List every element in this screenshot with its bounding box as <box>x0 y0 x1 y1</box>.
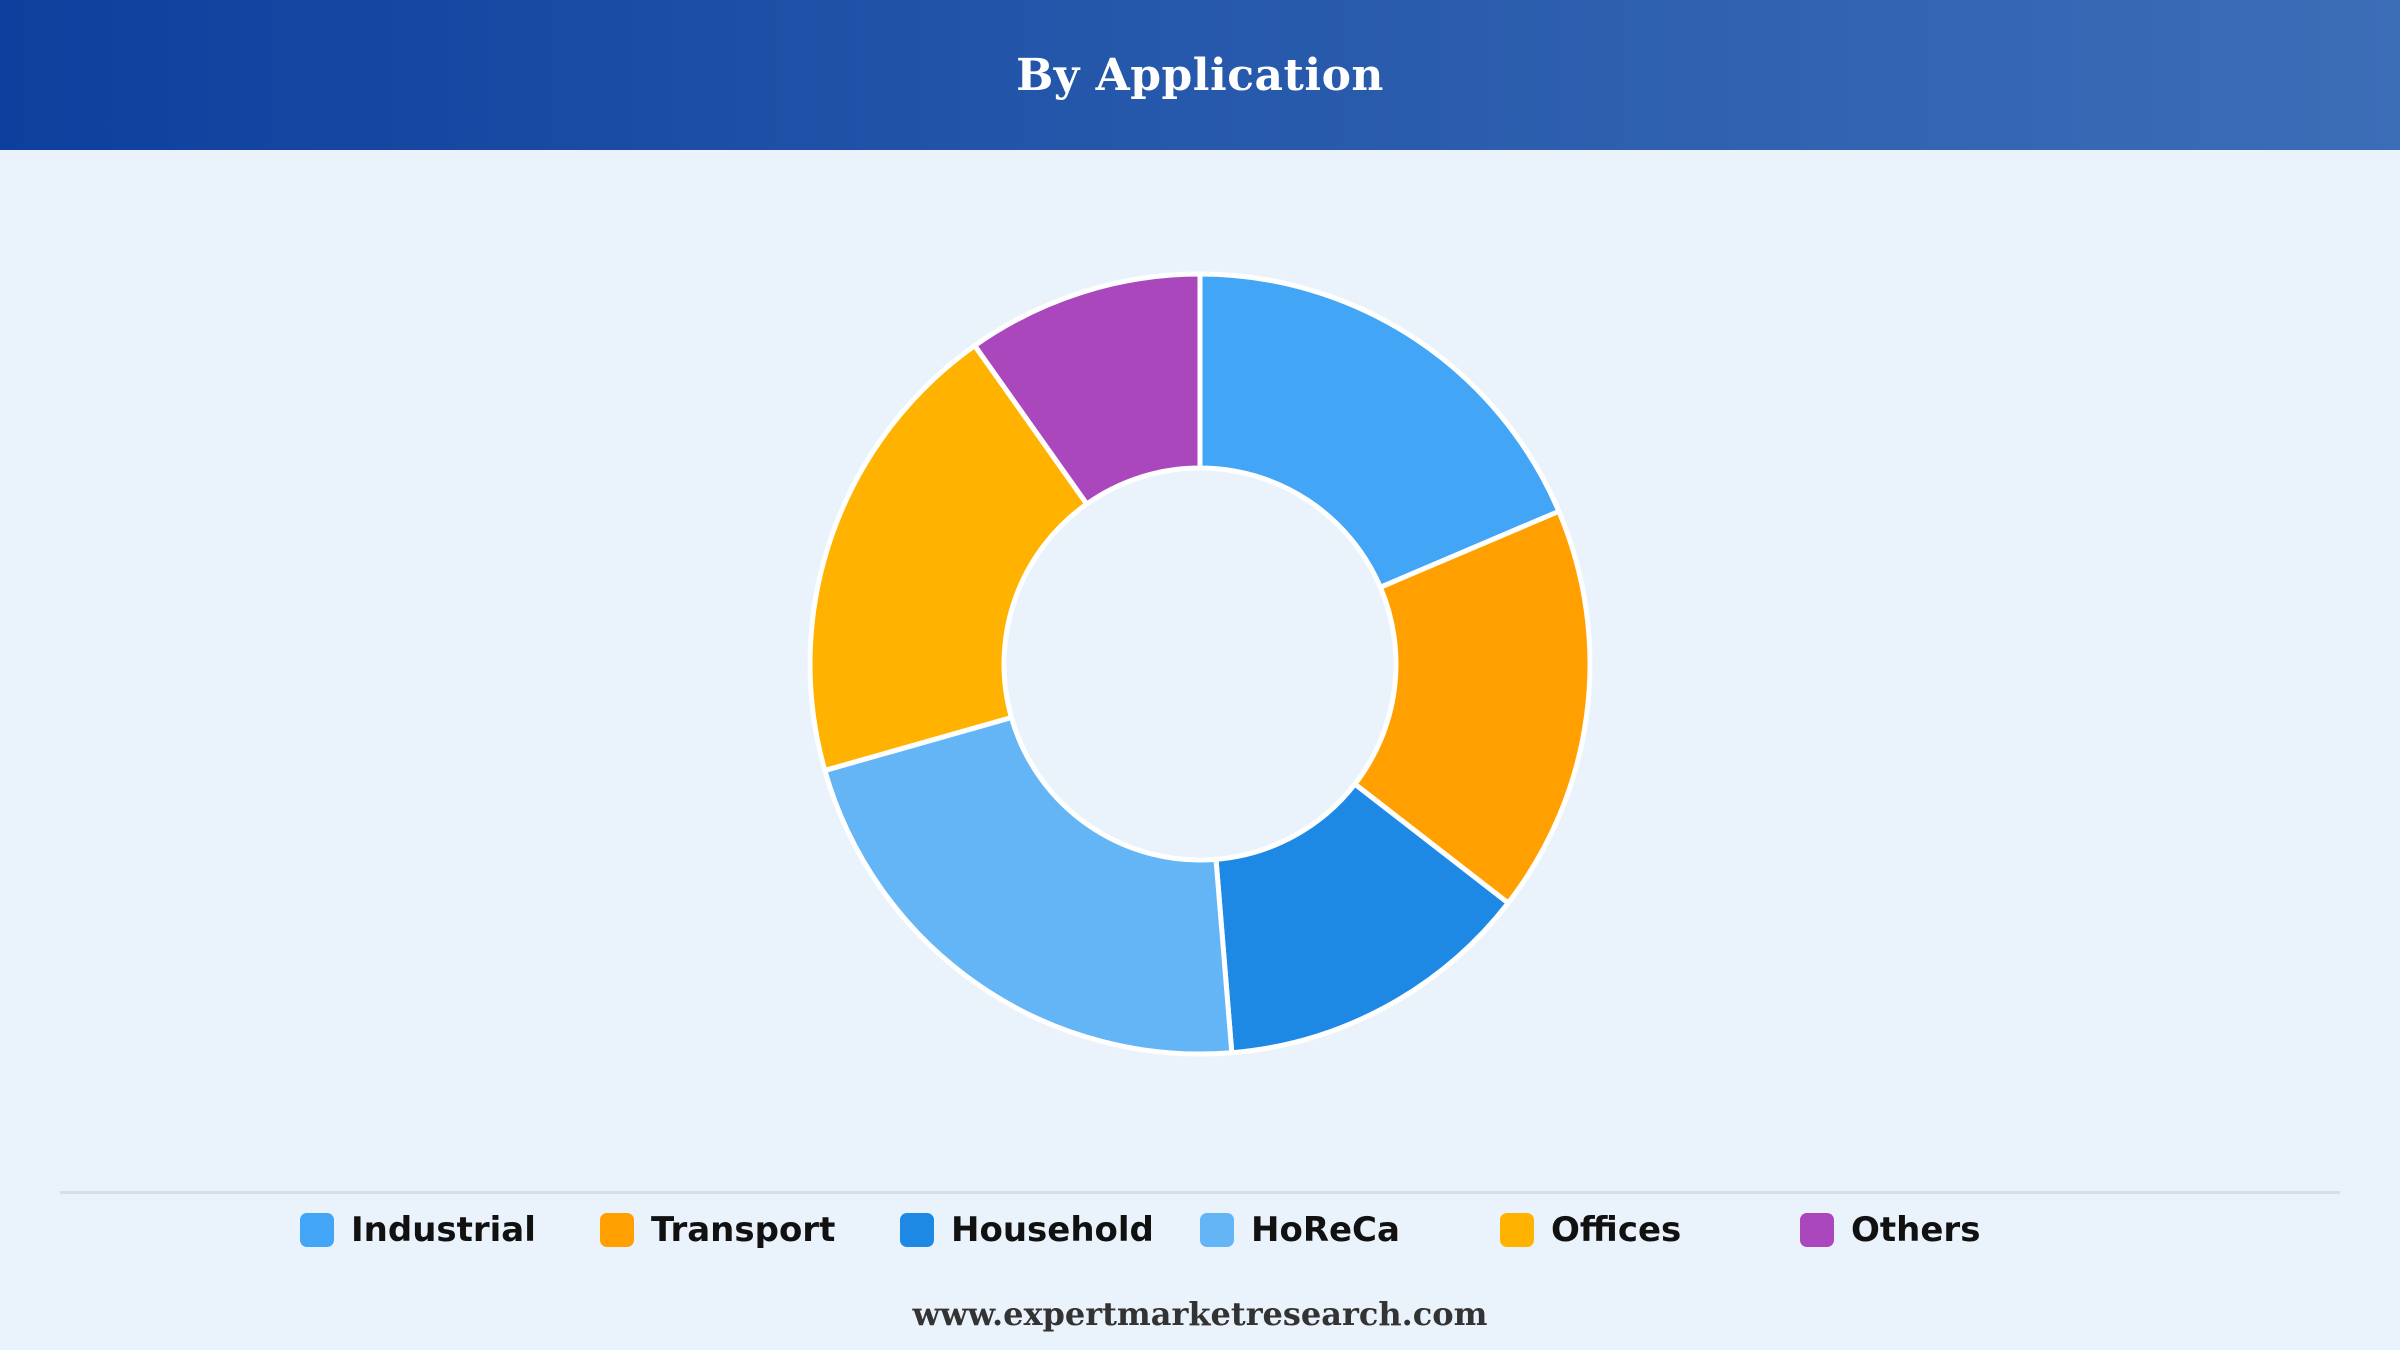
legend-label-transport: Transport <box>651 1210 836 1250</box>
legend-divider <box>60 1191 2340 1194</box>
legend-swatch-industrial <box>300 1213 334 1247</box>
donut-slice-transport[interactable] <box>1352 508 1593 906</box>
legend-label-household: Household <box>951 1210 1154 1250</box>
chart-legend: Industrial Transport Household HoReCa Of… <box>0 1205 2400 1255</box>
legend-item-horeca[interactable]: HoReCa <box>1200 1205 1400 1255</box>
footer-website: www.expertmarketresearch.com <box>912 1295 1488 1333</box>
donut-slice-others[interactable] <box>972 271 1203 507</box>
donut-slice-offices[interactable] <box>807 343 1090 773</box>
legend-swatch-horeca <box>1200 1213 1234 1247</box>
legend-label-others: Others <box>1851 1210 1981 1250</box>
legend-label-industrial: Industrial <box>351 1210 536 1250</box>
chart-title: By Application <box>1016 49 1384 101</box>
legend-item-others[interactable]: Others <box>1800 1205 1980 1255</box>
donut-slice-horeca[interactable] <box>822 714 1235 1057</box>
legend-label-horeca: HoReCa <box>1251 1210 1400 1250</box>
legend-swatch-household <box>900 1213 934 1247</box>
legend-item-household[interactable]: Household <box>900 1205 1154 1255</box>
legend-item-industrial[interactable]: Industrial <box>300 1205 536 1255</box>
donut-slices <box>807 271 1593 1057</box>
legend-label-offices: Offices <box>1551 1210 1682 1250</box>
legend-swatch-others <box>1800 1213 1834 1247</box>
legend-swatch-transport <box>600 1213 634 1247</box>
donut-slice-household[interactable] <box>1213 781 1511 1056</box>
chart-header: By Application <box>0 0 2400 150</box>
donut-slice-industrial[interactable] <box>1197 271 1562 590</box>
legend-item-transport[interactable]: Transport <box>600 1205 835 1255</box>
donut-chart <box>807 271 1593 1057</box>
legend-item-offices[interactable]: Offices <box>1500 1205 1681 1255</box>
legend-swatch-offices <box>1500 1213 1534 1247</box>
